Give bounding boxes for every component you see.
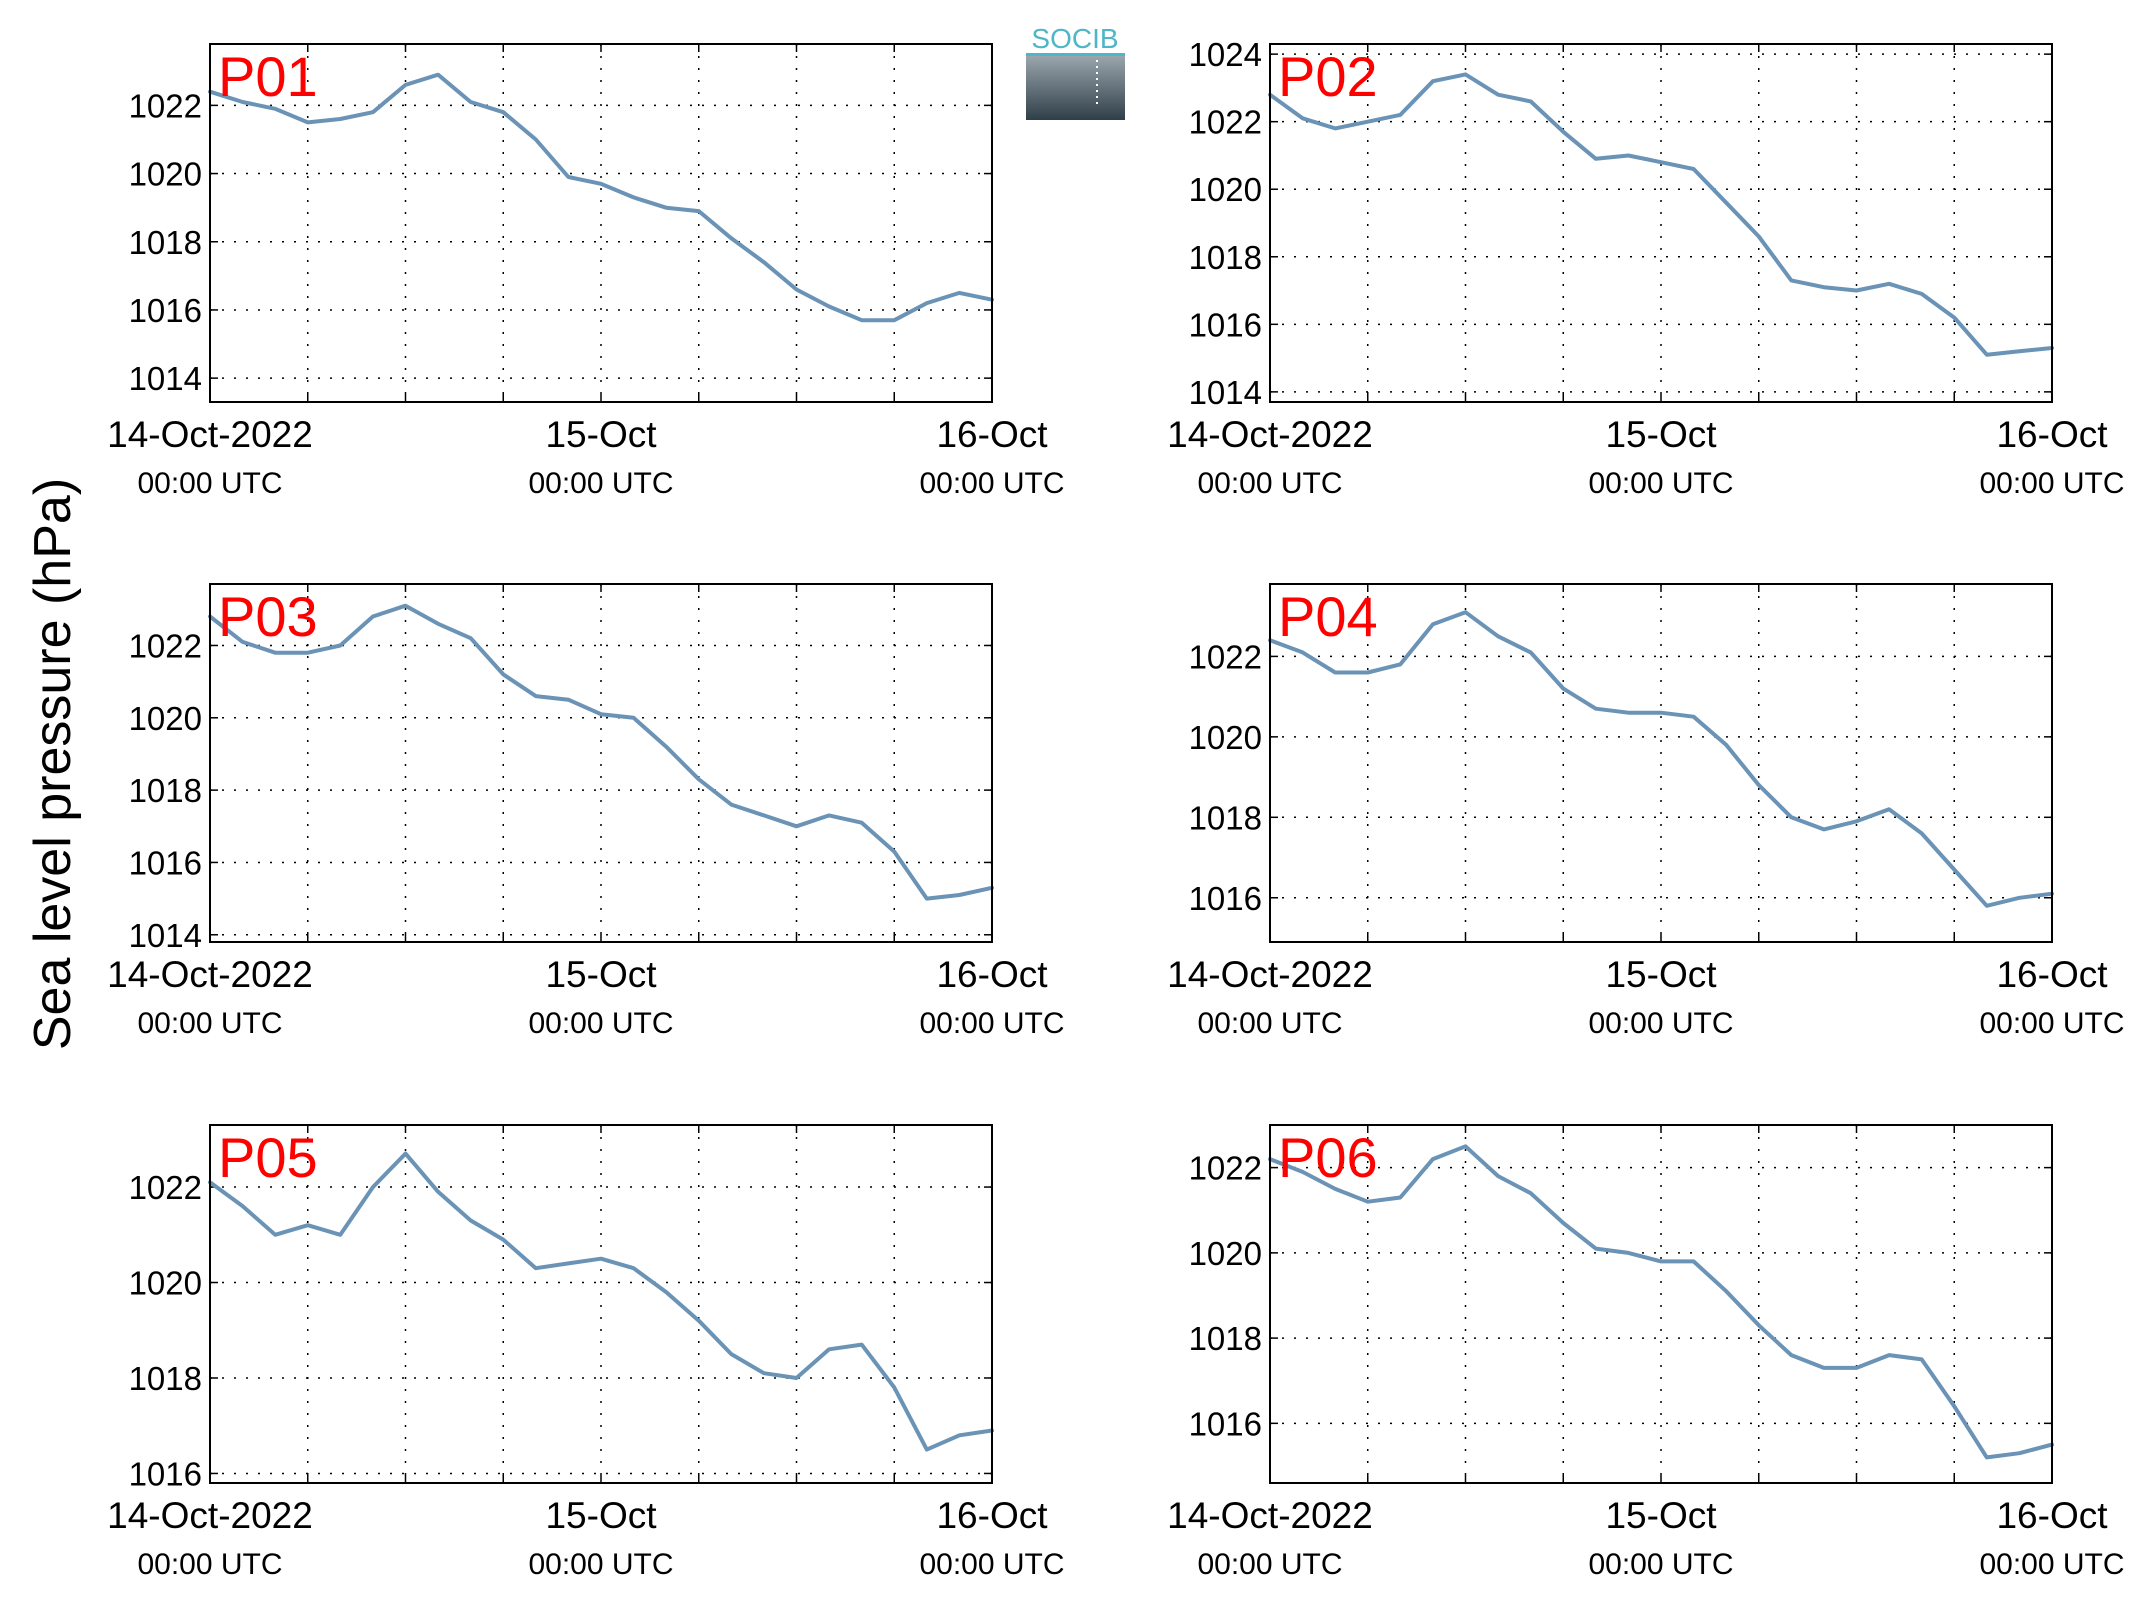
y-tick-label: 1014 (129, 917, 202, 954)
panel-p02: 1014 1016 1018 1020 1022 1024 14-Oct-2022 00:00… (1167, 36, 2124, 500)
pressure-series-line (208, 1151, 994, 1452)
x-tick-label: 15-Oct (545, 414, 657, 455)
y-tick-label: 1020 (129, 156, 202, 193)
y-tick-label: 1020 (129, 700, 202, 737)
x-tick-label: 16-Oct (936, 954, 1048, 995)
y-tick-label: 1014 (1189, 374, 1262, 411)
y-tick-label: 1018 (129, 224, 202, 261)
axes-frame (1269, 583, 2053, 943)
y-tick-label: 1016 (1189, 880, 1262, 917)
panel-label: P01 (218, 45, 318, 108)
panel-label: P03 (218, 585, 318, 648)
x-tick-sublabel: 00:00 UTC (1979, 1007, 2124, 1040)
y-tick-label: 1020 (1189, 1235, 1262, 1272)
x-tick-label: 14-Oct-2022 (107, 954, 313, 995)
axes-frame (209, 1124, 993, 1484)
x-tick-label: 15-Oct (1605, 414, 1717, 455)
x-tick-label: 14-Oct-2022 (107, 414, 313, 455)
x-tick-sublabel: 00:00 UTC (919, 467, 1064, 500)
socib-logo-text: SOCIB (1031, 23, 1118, 54)
panel-p03: 1014 1016 1018 1020 1022 14-Oct-2022 00:00 UTC… (107, 583, 1065, 1040)
x-tick-label: 16-Oct (1996, 414, 2108, 455)
y-tick-label: 1020 (129, 1265, 202, 1302)
plot-area (210, 44, 992, 402)
x-tick-sublabel: 00:00 UTC (528, 1548, 673, 1581)
y-tick-label: 1018 (1189, 239, 1262, 276)
y-tick-label: 1024 (1189, 36, 1262, 73)
y-tick-label: 1020 (1189, 719, 1262, 756)
x-tick-label: 14-Oct-2022 (107, 1495, 313, 1536)
x-tick-label: 14-Oct-2022 (1167, 1495, 1373, 1536)
panel-p05: 1016 1018 1020 1022 14-Oct-2022 00:00 UTC 15-O… (107, 1124, 1065, 1581)
x-tick-sublabel: 00:00 UTC (528, 467, 673, 500)
pressure-series-line (1268, 1144, 2054, 1460)
panel-p04: 1016 1018 1020 1022 14-Oct-2022 00:00 UTC 15-O… (1167, 583, 2125, 1040)
y-tick-label: 1016 (1189, 306, 1262, 343)
x-tick-sublabel: 00:00 UTC (1588, 1007, 1733, 1040)
panel-p06: 1016 1018 1020 1022 14-Oct-2022 00:00 UTC 15-O… (1167, 1124, 2125, 1581)
panel-label: P04 (1278, 585, 1378, 648)
axes-frame (1269, 43, 2053, 403)
y-tick-label: 1016 (129, 292, 202, 329)
y-tick-label: 1016 (1189, 1405, 1262, 1442)
socib-logo: SOCIB (1026, 23, 1125, 120)
x-tick-sublabel: 00:00 UTC (528, 1007, 673, 1040)
x-tick-label: 15-Oct (545, 954, 657, 995)
panel-label: P02 (1278, 45, 1378, 108)
y-tick-label: 1022 (129, 1169, 202, 1206)
x-tick-label: 15-Oct (1605, 1495, 1717, 1536)
y-tick-label: 1018 (129, 1360, 202, 1397)
x-tick-sublabel: 00:00 UTC (1197, 1007, 1342, 1040)
x-tick-sublabel: 00:00 UTC (919, 1007, 1064, 1040)
x-tick-sublabel: 00:00 UTC (1588, 1548, 1733, 1581)
x-tick-label: 15-Oct (1605, 954, 1717, 995)
y-tick-label: 1022 (129, 627, 202, 664)
x-tick-label: 16-Oct (936, 1495, 1048, 1536)
y-tick-label: 1018 (1189, 1320, 1262, 1357)
pressure-series-line (1268, 72, 2054, 357)
x-tick-sublabel: 00:00 UTC (919, 1548, 1064, 1581)
y-tick-label: 1018 (129, 772, 202, 809)
x-tick-sublabel: 00:00 UTC (137, 1548, 282, 1581)
y-tick-label: 1022 (1189, 1150, 1262, 1187)
y-tick-label: 1018 (1189, 799, 1262, 836)
x-tick-sublabel: 00:00 UTC (1979, 467, 2124, 500)
y-tick-label: 1020 (1189, 171, 1262, 208)
y-tick-label: 1022 (1189, 104, 1262, 141)
panel-label: P05 (218, 1126, 318, 1189)
plot-area (210, 1125, 992, 1483)
pressure-series-line (208, 603, 994, 901)
x-tick-sublabel: 00:00 UTC (137, 1007, 282, 1040)
plot-area (1270, 584, 2052, 942)
x-tick-sublabel: 00:00 UTC (1979, 1548, 2124, 1581)
y-axis-label: Sea level pressure (hPa) (24, 478, 82, 1050)
axes-frame (209, 583, 993, 943)
y-tick-label: 1022 (129, 87, 202, 124)
plot-area (1270, 44, 2052, 402)
y-tick-label: 1014 (129, 360, 202, 397)
y-tick-label: 1016 (129, 1455, 202, 1492)
panel-label: P06 (1278, 1126, 1378, 1189)
x-tick-label: 16-Oct (936, 414, 1048, 455)
x-tick-label: 14-Oct-2022 (1167, 414, 1373, 455)
y-tick-label: 1022 (1189, 638, 1262, 675)
x-tick-sublabel: 00:00 UTC (137, 467, 282, 500)
pressure-series-line (1268, 610, 2054, 908)
x-tick-sublabel: 00:00 UTC (1588, 467, 1733, 500)
panel-p01: 1014 1016 1018 1020 1022 14-Oct-2022 00:00 UTC… (107, 43, 1065, 500)
x-tick-label: 15-Oct (545, 1495, 657, 1536)
axes-frame (1269, 1124, 2053, 1484)
x-tick-label: 16-Oct (1996, 1495, 2108, 1536)
plot-area (1270, 1125, 2052, 1483)
y-tick-label: 1016 (129, 844, 202, 881)
x-tick-sublabel: 00:00 UTC (1197, 1548, 1342, 1581)
plot-area (210, 584, 992, 942)
axes-frame (209, 43, 993, 403)
x-tick-label: 16-Oct (1996, 954, 2108, 995)
pressure-series-line (208, 72, 994, 323)
x-tick-sublabel: 00:00 UTC (1197, 467, 1342, 500)
x-tick-label: 14-Oct-2022 (1167, 954, 1373, 995)
